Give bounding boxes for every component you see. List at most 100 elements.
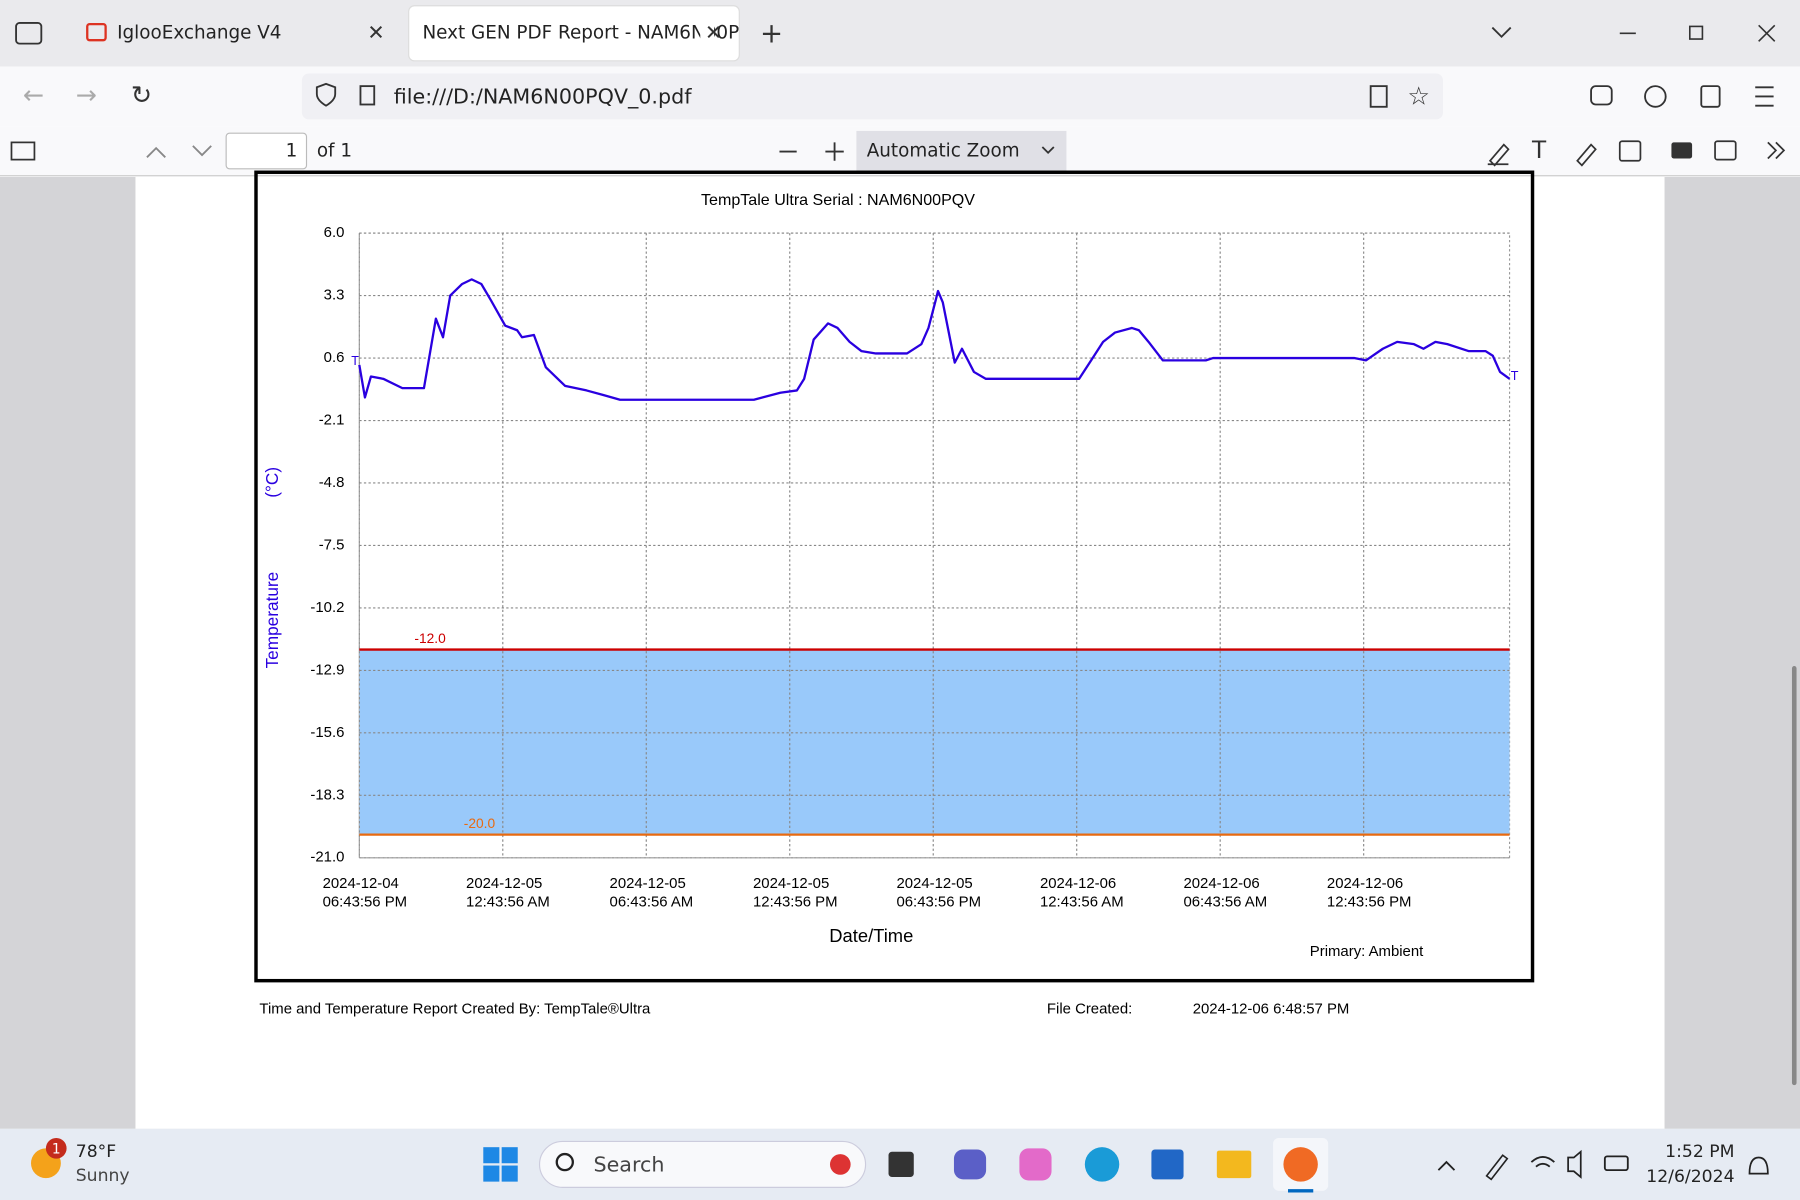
end-marker: T	[1511, 369, 1519, 383]
limit-band	[359, 649, 1510, 835]
image-tool[interactable]	[1618, 140, 1642, 162]
shield-icon[interactable]	[315, 82, 337, 107]
app-firefox[interactable]	[1283, 1147, 1318, 1182]
x-tick-label: 12:43:56 AM	[1040, 894, 1124, 911]
footer-created-by: Time and Temperature Report Created By: …	[259, 1000, 651, 1017]
reload[interactable]: ↻	[131, 80, 152, 109]
page-input[interactable]	[225, 132, 308, 170]
x-tick-label: 2024-12-04	[323, 875, 399, 892]
url[interactable]: file:///D:/NAM6N00PQV_0.pdf	[394, 85, 692, 109]
tab-active[interactable]: Next GEN PDF Report - NAM6N00P ✕	[408, 5, 740, 62]
y-tick-label: 0.6	[324, 349, 345, 366]
y-axis-unit: (°C)	[262, 467, 282, 498]
search-box[interactable]	[538, 1140, 867, 1188]
zoom-select[interactable]	[856, 130, 1067, 172]
badge	[45, 1137, 67, 1159]
search-icon	[555, 1152, 574, 1172]
forward[interactable]: →	[76, 80, 97, 109]
close-window[interactable]	[1758, 24, 1776, 42]
tab[interactable]: IglooExchange V4 ✕	[86, 20, 385, 44]
y-tick-label: -10.2	[310, 599, 344, 616]
tab-close[interactable]: ✕	[705, 20, 722, 44]
app-copilot[interactable]	[1019, 1148, 1052, 1181]
search-label[interactable]: Search	[593, 1153, 664, 1177]
tray-volume[interactable]	[1567, 1149, 1582, 1179]
page-count: of 1	[317, 141, 352, 162]
y-tick-label: -21.0	[310, 849, 344, 866]
y-tick-label: -2.1	[319, 411, 345, 428]
start-tile	[483, 1165, 500, 1182]
start-tile	[501, 1147, 518, 1164]
sidebar-toggle[interactable]	[10, 141, 36, 161]
y-tick-label: -7.5	[319, 536, 345, 553]
weather[interactable]: Sunny	[76, 1166, 130, 1186]
tab-list-icon[interactable]	[15, 22, 43, 45]
reader-icon[interactable]	[1369, 85, 1388, 108]
app-explorer[interactable]	[1216, 1150, 1252, 1179]
y-tick-label: -15.6	[310, 724, 344, 741]
app-edge[interactable]	[1084, 1147, 1120, 1182]
y-tick-label: -4.8	[319, 474, 345, 491]
x-tick-label: 2024-12-05	[896, 875, 972, 892]
app-store[interactable]	[1151, 1149, 1184, 1180]
legend-entry: Primary: Ambient	[1310, 943, 1424, 960]
tab-strip	[0, 0, 1800, 67]
x-tick-label: 12:43:56 PM	[753, 894, 838, 911]
pocket[interactable]	[1590, 85, 1613, 106]
x-tick-label: 2024-12-05	[753, 875, 829, 892]
tab-icon	[86, 22, 107, 42]
tools-menu[interactable]	[1767, 141, 1786, 160]
account[interactable]	[1644, 85, 1667, 108]
x-tick-label: 06:43:56 PM	[896, 894, 981, 911]
x-tick-label: 2024-12-06	[1183, 875, 1259, 892]
bookmark[interactable]: ☆	[1407, 82, 1430, 111]
save[interactable]	[1714, 140, 1737, 161]
next-page[interactable]	[192, 145, 212, 157]
restore[interactable]	[1688, 25, 1704, 40]
tab-title: Next GEN PDF Report - NAM6N00P	[422, 22, 739, 43]
clock-date[interactable]: 12/6/2024	[1646, 1167, 1734, 1187]
tray-battery[interactable]	[1603, 1155, 1629, 1172]
temperature[interactable]: 78°F	[76, 1142, 116, 1162]
tab-overflow[interactable]	[1491, 26, 1512, 39]
file-icon	[359, 85, 376, 106]
x-tick-label: 06:43:56 AM	[610, 894, 694, 911]
menu[interactable]	[1755, 86, 1774, 107]
tray-wifi[interactable]	[1530, 1156, 1555, 1168]
app-teams[interactable]	[953, 1149, 987, 1180]
chart-frame	[254, 170, 1535, 983]
start-button[interactable]	[483, 1147, 518, 1182]
url-bar[interactable]	[301, 73, 1443, 120]
prev-page[interactable]	[146, 146, 166, 158]
back[interactable]: ←	[23, 80, 44, 109]
app-task-view[interactable]	[888, 1151, 914, 1178]
scrollbar[interactable]	[1791, 666, 1797, 1086]
text-tool[interactable]: T	[1531, 136, 1546, 164]
x-tick-label: 06:43:56 AM	[1183, 894, 1267, 911]
page-number[interactable]: 1	[286, 141, 298, 162]
zoom-in[interactable]	[825, 142, 844, 161]
print[interactable]	[1671, 142, 1693, 159]
x-tick-label: 12:43:56 AM	[466, 894, 550, 911]
y-axis-label: Temperature	[262, 572, 282, 669]
tab-bg	[408, 5, 740, 62]
clock-time[interactable]: 1:52 PM	[1665, 1142, 1734, 1162]
chart: TempTale Ultra Serial : NAM6N00PQV Tempe…	[262, 191, 1519, 960]
zoom-value[interactable]: Automatic Zoom	[867, 141, 1020, 162]
draw-tool[interactable]	[1576, 143, 1597, 167]
tray-pen[interactable]	[1485, 1154, 1509, 1181]
x-tick-label: 2024-12-06	[1040, 875, 1116, 892]
tray-overflow[interactable]	[1437, 1160, 1456, 1171]
start-tile	[501, 1165, 518, 1182]
extensions[interactable]	[1700, 85, 1721, 108]
new-tab[interactable]: +	[760, 17, 783, 49]
notifications[interactable]	[1748, 1156, 1769, 1175]
x-tick-label: 12:43:56 PM	[1327, 894, 1412, 911]
zoom-caret	[1041, 146, 1055, 155]
highlight-tool[interactable]	[1487, 143, 1510, 167]
tab-close[interactable]: ✕	[367, 20, 384, 44]
y-tick-label: 3.3	[324, 287, 345, 304]
